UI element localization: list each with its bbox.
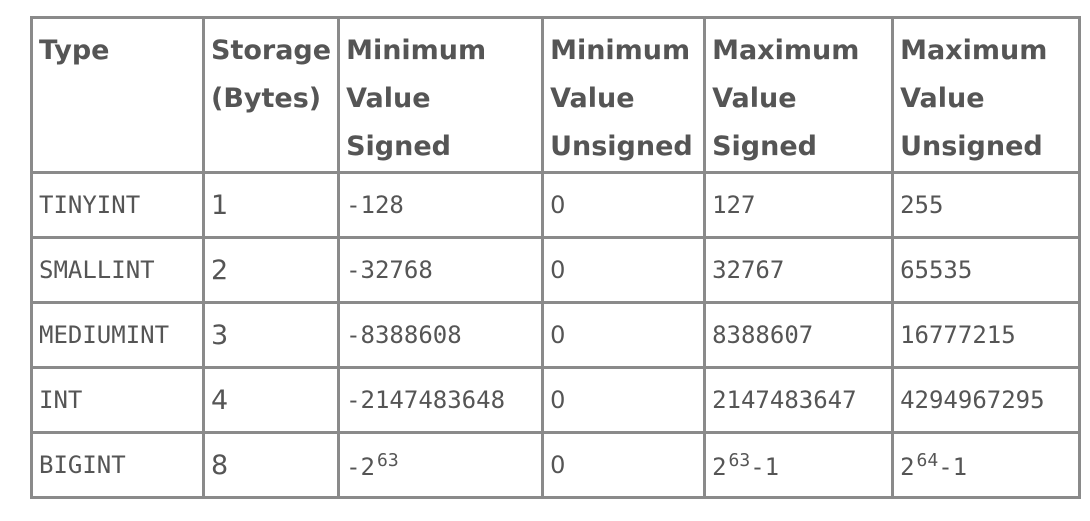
cell-max-unsigned: 65535 [891,236,1082,304]
header-line: Value [550,83,635,114]
header-line: Type [39,35,110,66]
table-header-row: Type Storage (Bytes) Minimum Value Signe… [30,16,1082,174]
header-line: Value [712,83,797,114]
cell-max-signed: 32767 [703,236,895,304]
power-exponent: 63 [376,449,399,471]
cell-max-signed: 8388607 [703,301,895,369]
cell-min-signed: -8388608 [337,301,545,369]
integer-types-table: Type Storage (Bytes) Minimum Value Signe… [30,16,1082,499]
table-row: TINYINT 1 -128 0 127 255 [30,171,1082,239]
cell-min-signed: -2147483648 [337,366,545,434]
cell-max-signed: 2147483647 [703,366,895,434]
header-min-signed: Minimum Value Signed [337,16,545,174]
header-line: Signed [346,131,451,162]
header-max-signed: Maximum Value Signed [703,16,895,174]
header-line: Maximum [712,35,860,66]
power-base: 2 [712,452,727,481]
power-base: 2 [900,452,915,481]
header-line: Unsigned [900,131,1043,162]
power-exponent: 64 [916,449,939,471]
table-row: INT 4 -2147483648 0 2147483647 429496729… [30,366,1082,434]
header-max-unsigned: Maximum Value Unsigned [891,16,1082,174]
power-tail: -1 [938,452,968,481]
cell-storage: 3 [201,301,341,369]
cell-min-signed: -128 [337,171,545,239]
header-line: Minimum [346,35,487,66]
table-row: BIGINT 8 -2 63 0 2 63-1 2 64-1 [30,431,1082,499]
power-exponent: 63 [728,449,751,471]
cell-type: SMALLINT [30,236,205,304]
header-line: Maximum [900,35,1048,66]
cell-min-unsigned: 0 [541,171,707,239]
cell-min-unsigned: 0 [541,301,707,369]
header-line: Value [346,83,431,114]
cell-min-unsigned: 0 [541,236,707,304]
cell-min-signed: -2 63 [337,431,545,499]
header-line: Unsigned [550,131,693,162]
cell-storage: 4 [201,366,341,434]
cell-type: BIGINT [30,431,205,499]
header-storage: Storage (Bytes) [201,16,341,174]
cell-min-unsigned: 0 [541,366,707,434]
cell-type: INT [30,366,205,434]
cell-min-signed: -32768 [337,236,545,304]
header-min-unsigned: Minimum Value Unsigned [541,16,707,174]
cell-storage: 2 [201,236,341,304]
cell-max-signed: 2 63-1 [703,431,895,499]
cell-max-unsigned: 4294967295 [891,366,1082,434]
cell-type: MEDIUMINT [30,301,205,369]
power-base: -2 [346,452,375,481]
power-tail: -1 [750,452,780,481]
cell-max-unsigned: 2 64-1 [891,431,1082,499]
header-line: Value [900,83,985,114]
header-type: Type [30,16,205,174]
header-line: Minimum [550,35,691,66]
header-line: (Bytes) [211,83,322,114]
header-line: Storage [211,35,332,66]
cell-min-unsigned: 0 [541,431,707,499]
table-row: SMALLINT 2 -32768 0 32767 65535 [30,236,1082,304]
cell-max-signed: 127 [703,171,895,239]
cell-storage: 1 [201,171,341,239]
cell-storage: 8 [201,431,341,499]
cell-type: TINYINT [30,171,205,239]
cell-max-unsigned: 16777215 [891,301,1082,369]
header-line: Signed [712,131,817,162]
cell-max-unsigned: 255 [891,171,1082,239]
table-row: MEDIUMINT 3 -8388608 0 8388607 16777215 [30,301,1082,369]
